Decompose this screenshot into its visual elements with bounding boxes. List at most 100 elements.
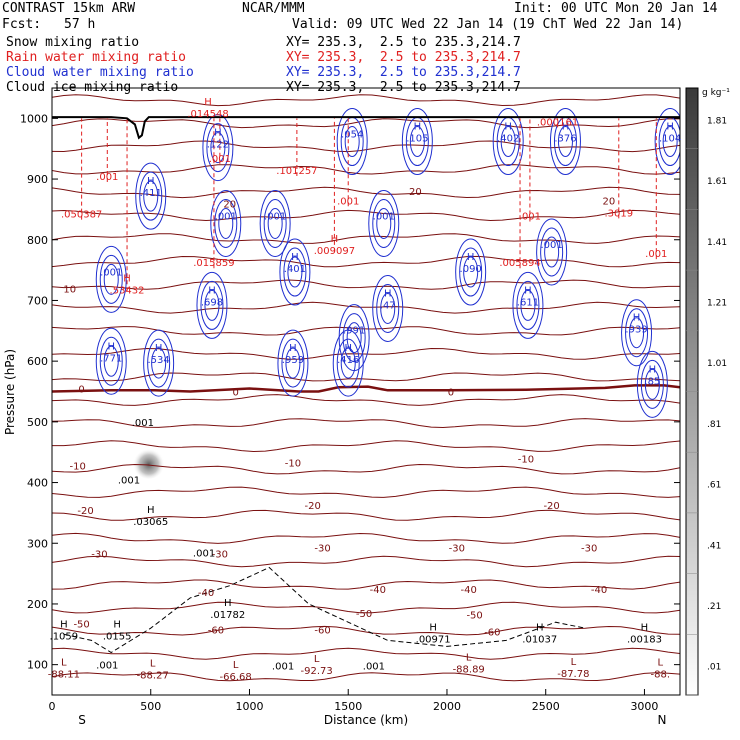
cloud-water-label-marker: H xyxy=(208,285,216,296)
cloud-water-contour xyxy=(512,271,544,339)
cloud-water-contour xyxy=(283,247,307,297)
terrain-line xyxy=(52,116,680,140)
cloud-water-label-marker: H xyxy=(384,288,392,299)
isotherm xyxy=(52,118,680,129)
x-end-right: N xyxy=(658,713,667,727)
cloud-water-contour xyxy=(143,180,159,212)
x-tick-label: 3000 xyxy=(630,700,658,713)
isotherm-label: 20 xyxy=(223,199,236,210)
colorbar-tick-label: 1.81 xyxy=(707,116,727,126)
cloud-water-label-value: .47 xyxy=(380,300,396,311)
cloud-water-contour xyxy=(625,308,649,358)
cloud-water-contour xyxy=(267,207,283,239)
cloud-ice-label-value: .001 xyxy=(272,661,294,672)
rain-water-label-value: .050387 xyxy=(61,210,102,221)
y-tick-label: 600 xyxy=(27,355,48,368)
cloud-water-contour xyxy=(277,329,309,397)
cloud-water-label-value: .001 xyxy=(541,240,563,251)
isotherm xyxy=(52,255,680,268)
cloud-water-label-value: .534 xyxy=(148,355,170,366)
temperature-extremum-marker: L xyxy=(150,659,156,670)
temperature-extremum-value: -66.68 xyxy=(220,672,252,683)
cloud-water-label-value: .054 xyxy=(341,130,363,141)
cloud-water-contour xyxy=(139,171,163,221)
isotherm xyxy=(52,279,680,290)
cloud-water-contour xyxy=(544,236,560,268)
cloud-water-contour xyxy=(662,126,678,158)
isotherm xyxy=(52,301,680,314)
cloud-ice-label-value: .001 xyxy=(193,548,215,559)
y-tick-label: 800 xyxy=(27,234,48,247)
cloud-water-contour xyxy=(338,304,370,372)
isotherm-label: -60 xyxy=(208,625,224,636)
isotherm-label: 0 xyxy=(232,388,238,399)
cloud-water-contour xyxy=(281,338,305,388)
cloud-water-contour xyxy=(463,256,479,288)
cloud-ice-label-value: .0155 xyxy=(103,631,132,642)
plot-frame xyxy=(51,87,681,696)
rain-water-label-marker: H xyxy=(331,234,339,245)
temperature-extremum-value: -88.27 xyxy=(137,671,169,682)
cloud-ice-label-marker: H xyxy=(60,619,68,630)
cloud-water-contour xyxy=(621,299,653,367)
field-rain-name: Rain water mixing ratio xyxy=(6,50,187,65)
cloud-water-contour xyxy=(520,289,536,321)
isotherm-label: -30 xyxy=(212,550,228,561)
cloud-water-label-value: .402 xyxy=(497,134,519,145)
model-title: CONTRAST 15km ARW xyxy=(2,1,136,16)
isotherm xyxy=(52,532,680,544)
rain-water-label-value: .3019 xyxy=(604,208,633,219)
cloud-water-contour xyxy=(218,207,234,239)
y-tick-label: 700 xyxy=(27,294,48,307)
cloud-water-contour xyxy=(99,336,123,386)
cloud-water-label-value: .001 xyxy=(100,267,122,278)
cloud-water-label-value: .376 xyxy=(554,134,576,145)
cloud-water-contour xyxy=(342,313,366,363)
rain-water-label-value: .005894 xyxy=(499,258,540,269)
fcst-label: Fcst: xyxy=(2,17,42,32)
isotherm-label: -40 xyxy=(370,585,386,596)
cloud-water-contour xyxy=(455,238,487,306)
cloud-water-label-value: .122 xyxy=(207,140,229,151)
rain-water-label-marker: H xyxy=(204,97,212,108)
cloud-water-contour xyxy=(557,126,573,158)
rain-water-label-marker: H xyxy=(123,273,131,284)
isotherm-label: -10 xyxy=(285,459,301,470)
y-tick-label: 100 xyxy=(27,659,48,672)
cloud-water-label-value: .416 xyxy=(337,355,359,366)
isotherm xyxy=(52,463,680,475)
cloud-ice-label-marker: H xyxy=(147,505,155,516)
temperature-extremum-value: -87.78 xyxy=(557,669,589,680)
isotherm xyxy=(52,579,680,590)
cloud-water-label-marker: H xyxy=(107,341,115,352)
temperature-extremum-marker: L xyxy=(466,653,472,664)
cloud-water-label-marker: H xyxy=(155,343,163,354)
rain-water-label-value: .009097 xyxy=(314,246,355,257)
isotherm xyxy=(52,94,680,107)
temperature-extremum-marker: L xyxy=(657,658,663,669)
cloud-water-contour xyxy=(500,126,516,158)
isotherm xyxy=(52,164,680,175)
cloud-water-contour xyxy=(210,189,242,257)
cloud-water-contour xyxy=(629,317,645,349)
cloud-water-label-value: .001 xyxy=(264,211,286,222)
cloud-water-contour xyxy=(279,238,311,306)
cloud-water-contour xyxy=(135,162,167,230)
isotherm xyxy=(52,140,680,153)
cloud-water-contour xyxy=(536,218,568,286)
temperature-extremum-marker: L xyxy=(61,658,67,669)
cloud-water-contour xyxy=(263,198,287,248)
y-tick-label: 200 xyxy=(27,598,48,611)
isotherm xyxy=(52,486,680,498)
cloud-water-label-value: .401 xyxy=(284,264,306,275)
cloud-water-contour xyxy=(654,108,680,176)
isotherm-label: -30 xyxy=(91,550,107,561)
isotherm-label: 20 xyxy=(603,196,616,207)
temperature-extremum-marker: L xyxy=(233,660,239,671)
cloud-water-label-value: .411 xyxy=(140,188,162,199)
isotherm xyxy=(52,509,680,521)
field-snow-xy: XY= 235.3, 2.5 to 235.3,214.7 xyxy=(286,35,521,50)
cloud-water-contour xyxy=(95,245,127,313)
cloud-water-label-marker: H xyxy=(147,176,155,187)
